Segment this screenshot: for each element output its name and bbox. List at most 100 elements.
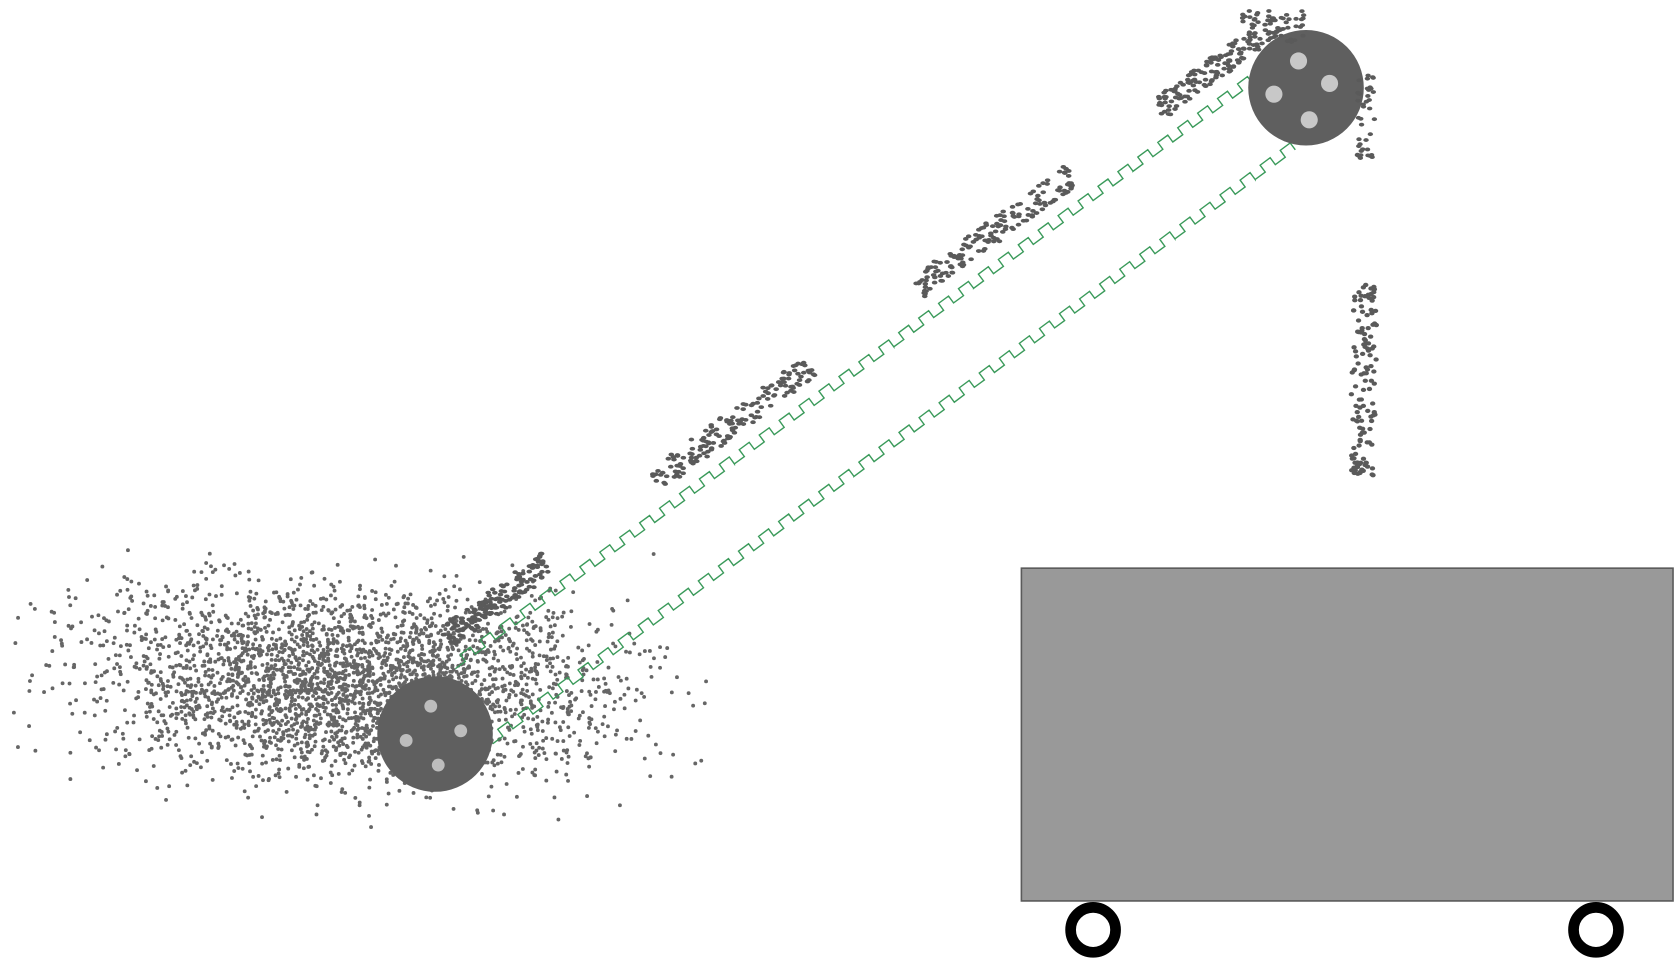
particle <box>402 662 406 667</box>
particle <box>693 459 700 464</box>
particle <box>478 629 483 633</box>
particle <box>416 638 421 643</box>
particle <box>445 608 450 613</box>
particle <box>333 759 338 764</box>
particle <box>121 688 126 693</box>
particle <box>383 646 388 651</box>
particle <box>548 647 553 652</box>
particle <box>401 630 406 635</box>
particle <box>269 694 274 699</box>
particle <box>554 769 559 774</box>
particle <box>277 627 281 632</box>
particle <box>247 598 252 603</box>
particle <box>594 741 599 746</box>
particle <box>1366 386 1373 392</box>
particle <box>321 647 326 652</box>
particle <box>241 640 246 645</box>
particle <box>101 765 106 770</box>
particle <box>356 718 361 723</box>
particle <box>300 624 305 629</box>
particle <box>174 729 179 734</box>
particle <box>512 712 517 716</box>
particle <box>1286 17 1292 22</box>
particle <box>247 761 252 766</box>
particle <box>642 756 647 761</box>
particle <box>436 672 441 677</box>
particle <box>924 268 930 273</box>
cart-body <box>1020 567 1674 902</box>
particle <box>505 670 510 675</box>
particle <box>231 688 236 693</box>
particle <box>286 720 290 724</box>
particle <box>521 725 526 729</box>
particle <box>205 758 210 763</box>
particle <box>1361 430 1367 435</box>
particle <box>982 238 988 243</box>
particle <box>479 687 484 692</box>
particle <box>688 455 695 460</box>
particle <box>395 649 400 654</box>
particle <box>161 645 166 650</box>
particle <box>1191 68 1197 73</box>
particle <box>174 637 179 642</box>
particle <box>230 737 235 742</box>
particle <box>367 813 371 818</box>
particle <box>378 677 382 681</box>
particle <box>437 591 442 596</box>
particle <box>356 651 361 656</box>
particle <box>262 741 267 746</box>
particle <box>176 682 181 687</box>
particle <box>360 726 364 730</box>
particle <box>740 407 746 412</box>
particle <box>340 787 345 792</box>
particle <box>170 712 175 717</box>
particle <box>1366 295 1372 301</box>
particle <box>1288 40 1295 44</box>
particle <box>690 461 696 466</box>
particle <box>549 710 554 715</box>
particle <box>1262 28 1269 33</box>
particle <box>375 721 379 726</box>
particle <box>1009 225 1015 230</box>
particle <box>345 688 350 692</box>
particle <box>352 658 356 663</box>
falling-stream <box>1239 9 1379 478</box>
particle <box>534 741 539 746</box>
particle <box>229 685 234 690</box>
particle <box>992 229 999 234</box>
particle <box>1351 445 1357 451</box>
particle <box>1213 75 1219 80</box>
particle <box>1000 209 1006 214</box>
particle <box>505 741 510 746</box>
particle <box>209 620 214 625</box>
particle <box>363 764 368 769</box>
particle <box>540 729 545 733</box>
particle <box>691 703 696 708</box>
particle <box>343 790 348 795</box>
particle <box>521 661 526 666</box>
particle <box>287 625 292 630</box>
particle <box>376 633 381 638</box>
particle <box>1299 9 1305 14</box>
particle <box>991 239 997 244</box>
particle <box>499 629 504 634</box>
particle <box>216 731 221 736</box>
particle <box>327 739 332 744</box>
particle <box>927 286 933 291</box>
particle <box>246 722 251 726</box>
particle <box>349 644 354 649</box>
particle <box>800 370 807 375</box>
particle <box>216 746 221 750</box>
particle <box>276 747 281 751</box>
particle <box>520 767 525 771</box>
particle <box>431 662 436 667</box>
particle <box>600 722 605 727</box>
particle <box>481 603 487 608</box>
particle <box>373 756 378 761</box>
particle <box>248 604 253 608</box>
particle <box>165 726 170 731</box>
particle <box>85 637 90 642</box>
particle <box>708 423 714 427</box>
particle <box>265 673 270 678</box>
particle <box>256 774 261 778</box>
